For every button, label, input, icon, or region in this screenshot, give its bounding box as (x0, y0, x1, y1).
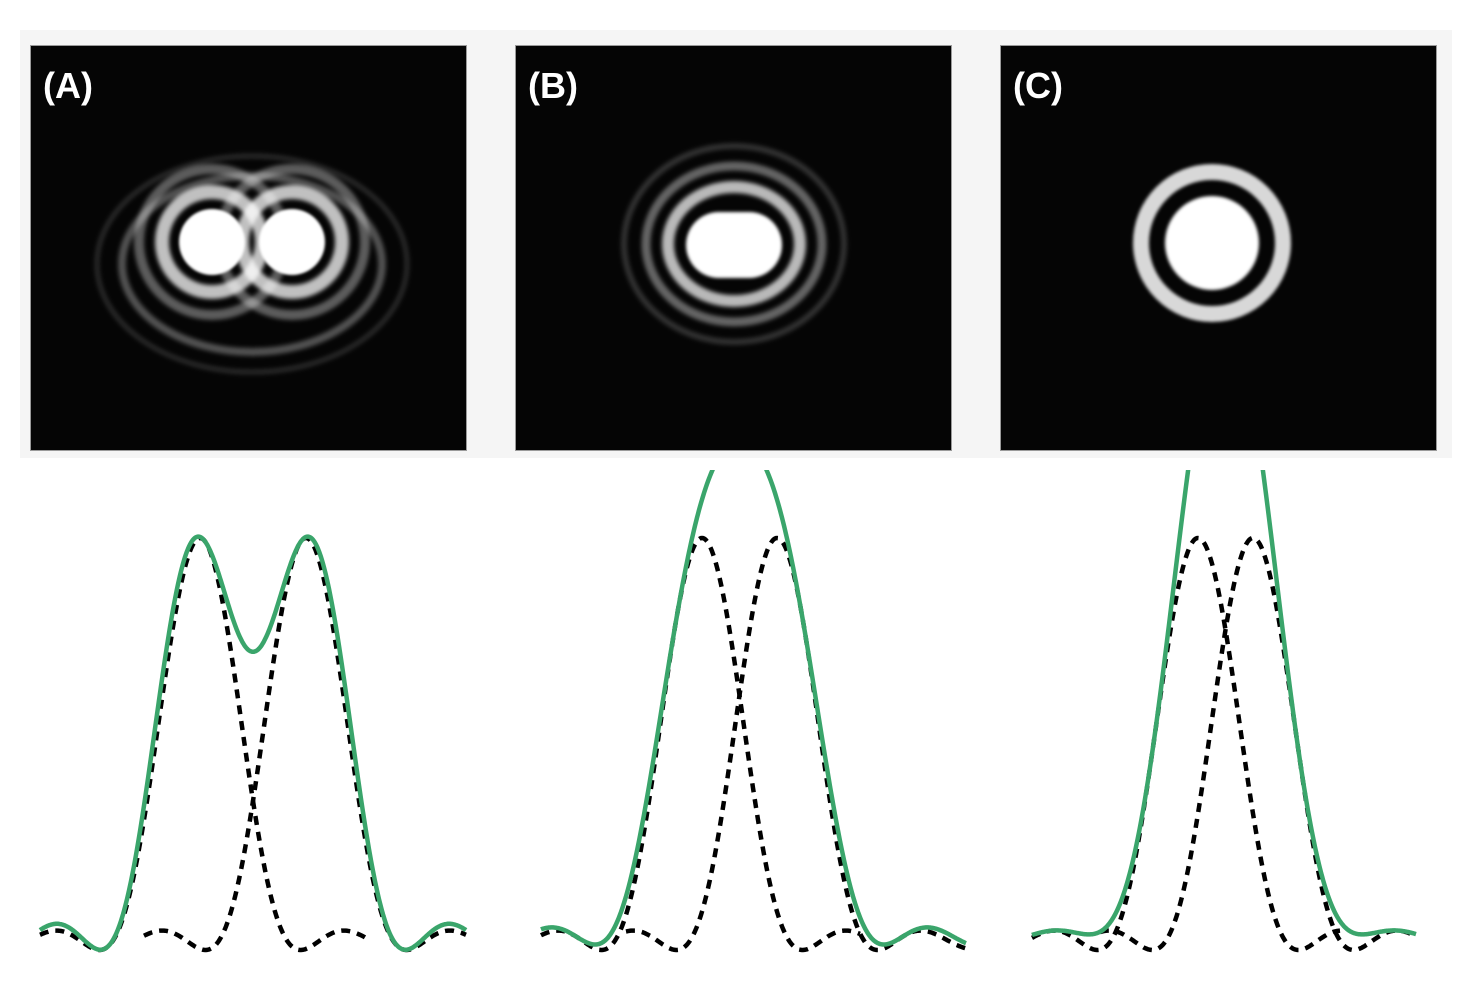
sum-curve-c (1030, 470, 1418, 938)
diffraction-panel-c: (C) (1000, 45, 1437, 451)
panel-label-b: (B) (528, 65, 578, 106)
fringe-ring-first-b (662, 181, 806, 307)
component-curve-left-c (1030, 535, 1341, 953)
central-spot-b (686, 212, 782, 278)
component-curve-left-a (39, 535, 368, 953)
central-spot-left-a (179, 209, 245, 275)
panel-label-a: (A) (43, 65, 93, 106)
fringe-ring-outer-b (621, 143, 847, 345)
component-curve-right-a (142, 535, 467, 953)
diffraction-panel-b: (B) (515, 45, 952, 451)
diffraction-pattern-c (1133, 164, 1291, 322)
central-spot-right-a (259, 209, 325, 275)
fringe-ring-second-b (641, 161, 827, 327)
profile-b (539, 470, 968, 953)
component-curve-right-b (625, 535, 967, 953)
intensity-profiles (38, 470, 1418, 953)
diffraction-panel-a: (A) (30, 45, 467, 451)
component-curve-right-c (1099, 535, 1418, 953)
fringe-ring-c (1133, 164, 1291, 322)
central-spot-c (1165, 196, 1259, 290)
sum-curve-a (38, 534, 468, 953)
profile-a (38, 534, 468, 953)
component-curve-left-b (539, 535, 861, 953)
panel-label-c: (C) (1013, 65, 1063, 106)
fringe-ring-outer-a (94, 153, 410, 375)
diffraction-pattern-b (621, 143, 847, 345)
profile-c (1030, 470, 1418, 953)
diffraction-pattern-a (94, 153, 410, 375)
sum-curve-b (539, 470, 968, 947)
